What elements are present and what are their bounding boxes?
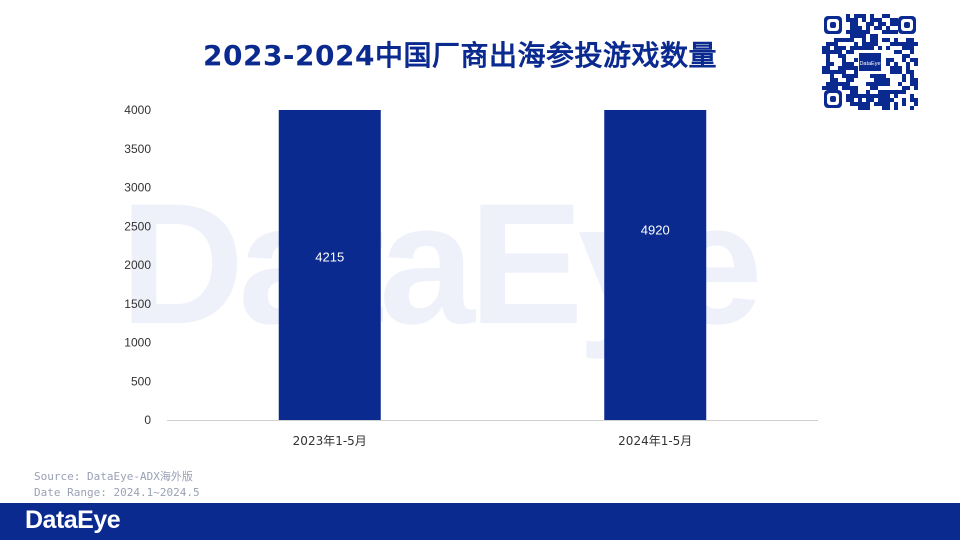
bar — [278, 110, 381, 420]
x-tick-label: 2024年1-5月 — [618, 434, 692, 448]
chart-title: 2023-2024中国厂商出海参投游戏数量 — [203, 39, 717, 72]
y-tick-label: 1500 — [124, 297, 151, 311]
y-tick-label: 4000 — [124, 103, 151, 117]
y-tick-label: 500 — [131, 374, 151, 388]
qr-code: DataEye — [822, 14, 918, 110]
y-tick-label: 1000 — [124, 336, 151, 350]
y-tick-label: 3500 — [124, 142, 151, 156]
source-line: Source: DataEye-ADX海外版 — [34, 470, 193, 483]
source-note: Source: DataEye-ADX海外版 Date Range: 2024.… — [34, 469, 200, 501]
y-tick-label: 3000 — [124, 181, 151, 195]
y-tick-label: 2000 — [124, 258, 151, 272]
x-tick-label: 2023年1-5月 — [293, 434, 367, 448]
date-range-line: Date Range: 2024.1~2024.5 — [34, 486, 200, 499]
y-tick-label: 0 — [144, 413, 151, 427]
qr-center-label: DataEye — [859, 61, 880, 67]
bar — [604, 110, 707, 420]
y-tick-label: 2500 — [124, 219, 151, 233]
footer-logo: DataEye — [25, 506, 121, 534]
data-label: 4215 — [315, 250, 344, 265]
data-label: 4920 — [641, 222, 670, 237]
footer-bar: DataEye — [0, 503, 960, 540]
